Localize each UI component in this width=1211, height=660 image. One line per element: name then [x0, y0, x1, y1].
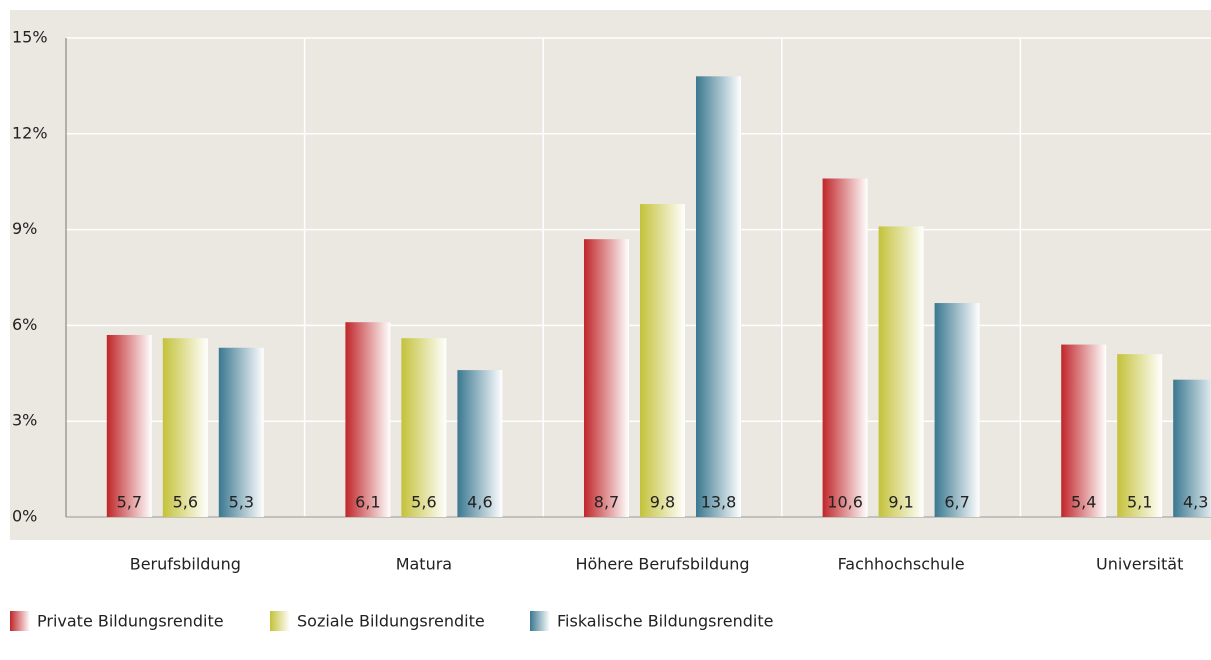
y-tick-label: 12%: [12, 123, 48, 142]
bar: [162, 338, 208, 517]
bar: [457, 370, 503, 517]
bar: [584, 239, 629, 517]
legend-swatch: [530, 611, 550, 631]
y-tick-label: 15%: [12, 28, 48, 47]
x-tick-label: Universität: [1096, 555, 1183, 574]
bar: [696, 76, 741, 517]
legend-swatch: [10, 611, 30, 631]
legend-label: Private Bildungsrendite: [37, 612, 224, 631]
value-label: 8,7: [594, 493, 619, 512]
value-label: 5,3: [229, 493, 254, 512]
value-label: 5,7: [117, 493, 142, 512]
y-tick-label: 6%: [12, 315, 37, 334]
value-label: 5,1: [1127, 493, 1152, 512]
bar: [401, 338, 447, 517]
value-label: 9,8: [650, 493, 675, 512]
x-tick-label: Höhere Berufsbildung: [575, 555, 749, 574]
value-label: 4,6: [467, 493, 492, 512]
value-label: 13,8: [701, 493, 737, 512]
value-label: 6,1: [355, 493, 380, 512]
y-tick-label: 0%: [12, 507, 37, 526]
value-label: 5,6: [173, 493, 198, 512]
value-label: 10,6: [827, 493, 863, 512]
value-label: 9,1: [888, 493, 913, 512]
x-tick-label: Matura: [396, 555, 452, 574]
bar: [822, 178, 868, 518]
y-tick-label: 9%: [12, 219, 37, 238]
legend-label: Fiskalische Bildungsrendite: [557, 612, 773, 631]
y-tick-label: 3%: [12, 411, 37, 430]
bar: [218, 347, 264, 517]
value-label: 6,7: [944, 493, 969, 512]
value-label: 5,4: [1071, 493, 1096, 512]
bar: [878, 226, 924, 517]
bar: [1173, 379, 1211, 517]
bar: [1117, 354, 1163, 517]
x-tick-label: Berufsbildung: [130, 555, 241, 574]
bar: [106, 334, 152, 517]
bar: [934, 303, 980, 517]
legend-label: Soziale Bildungsrendite: [297, 612, 485, 631]
bar: [345, 322, 391, 517]
bar: [1061, 344, 1107, 517]
value-label: 4,3: [1183, 493, 1208, 512]
value-label: 5,6: [411, 493, 436, 512]
bar: [640, 204, 685, 517]
x-tick-label: Fachhochschule: [838, 555, 965, 574]
bars: 5,7 5,6 5,3 6,1 5,6 4,6 8,7 9,8 13,8 10,6 9,1 6,7 5,…: [106, 76, 1211, 518]
legend-swatch: [270, 611, 290, 631]
